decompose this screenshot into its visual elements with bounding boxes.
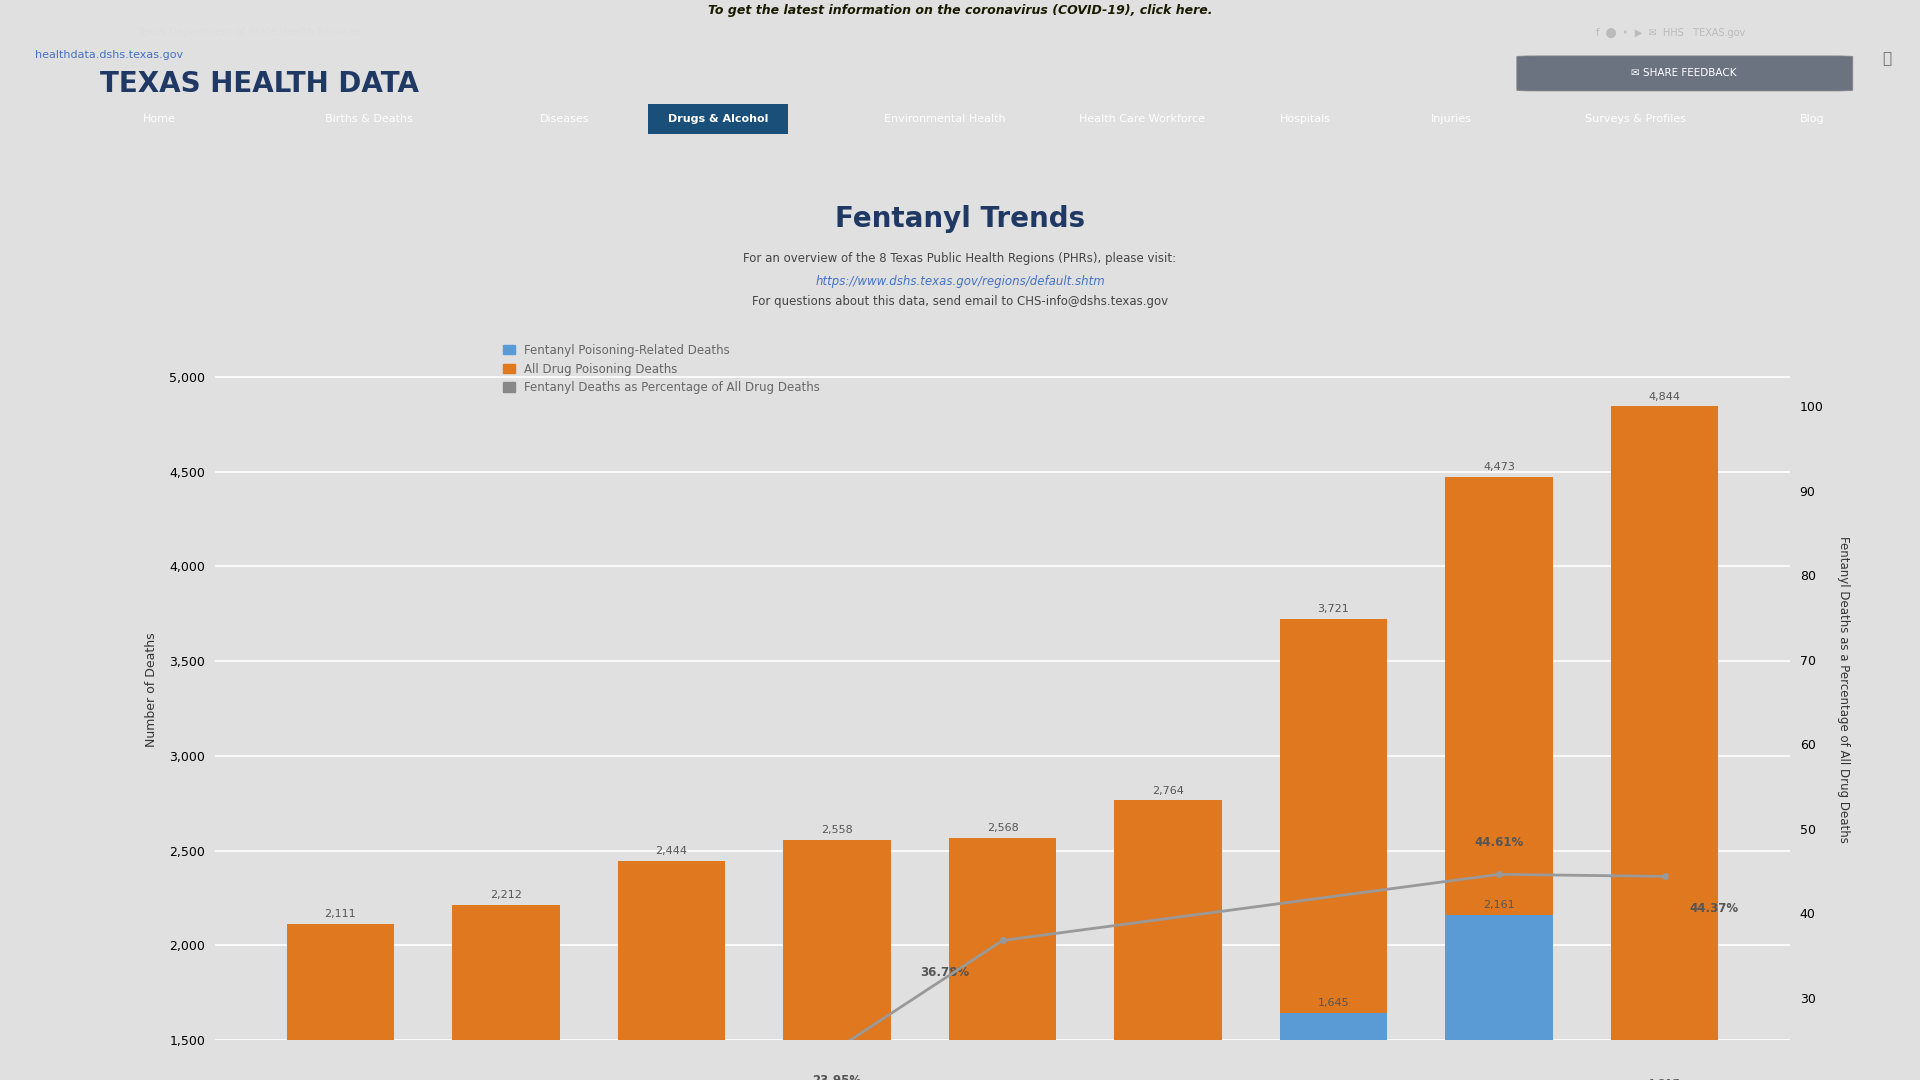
Text: 23.95%: 23.95%: [812, 1075, 862, 1080]
Text: ✉ SHARE FEEDBACK: ✉ SHARE FEEDBACK: [1632, 68, 1736, 79]
Y-axis label: Number of Deaths: Number of Deaths: [146, 632, 157, 746]
Text: Surveys & Profiles: Surveys & Profiles: [1586, 113, 1686, 124]
Text: 2,568: 2,568: [987, 823, 1018, 833]
Text: Diseases: Diseases: [540, 113, 589, 124]
Text: Texas Department of State Health Services: Texas Department of State Health Service…: [138, 27, 361, 38]
Text: Health Care Workforce: Health Care Workforce: [1079, 113, 1206, 124]
Text: 2,161: 2,161: [1484, 900, 1515, 910]
Text: For an overview of the 8 Texas Public Health Regions (PHRs), please visit:: For an overview of the 8 Texas Public He…: [743, 253, 1177, 266]
Text: 44.61%: 44.61%: [1475, 836, 1524, 849]
Text: 1,217: 1,217: [1649, 1079, 1680, 1080]
Text: Births & Deaths: Births & Deaths: [324, 113, 413, 124]
Text: Drugs & Alcohol: Drugs & Alcohol: [668, 113, 768, 124]
Text: https://www.dshs.texas.gov/regions/default.shtm: https://www.dshs.texas.gov/regions/defau…: [816, 275, 1104, 288]
Legend: Fentanyl Poisoning-Related Deaths, All Drug Poisoning Deaths, Fentanyl Deaths as: Fentanyl Poisoning-Related Deaths, All D…: [499, 339, 826, 400]
Text: f  ⬤  ‣  ▶  ✉  HHS   TEXAS.gov: f ⬤ ‣ ▶ ✉ HHS TEXAS.gov: [1596, 27, 1745, 38]
Text: 2,212: 2,212: [490, 890, 522, 901]
Bar: [1446, 915, 1553, 1080]
Text: 2,444: 2,444: [655, 847, 687, 856]
Text: 2,558: 2,558: [822, 825, 852, 835]
Bar: [618, 861, 726, 1080]
Text: healthdata.dshs.texas.gov: healthdata.dshs.texas.gov: [35, 51, 182, 60]
Text: Fentanyl Trends: Fentanyl Trends: [835, 205, 1085, 233]
Bar: [1281, 1013, 1388, 1080]
Bar: [783, 839, 891, 1080]
Text: Blog: Blog: [1801, 113, 1824, 124]
FancyBboxPatch shape: [1517, 56, 1853, 91]
Text: TEXAS HEALTH DATA: TEXAS HEALTH DATA: [100, 70, 419, 98]
Y-axis label: Fentanyl Deaths as a Percentage of All Drug Deaths: Fentanyl Deaths as a Percentage of All D…: [1837, 536, 1851, 842]
Text: ⓘ: ⓘ: [1882, 51, 1891, 66]
Bar: [1611, 406, 1718, 1080]
Text: 44.37%: 44.37%: [1690, 902, 1740, 915]
Text: To get the latest information on the coronavirus (COVID-19), click here.: To get the latest information on the cor…: [708, 4, 1212, 17]
Bar: [1281, 619, 1388, 1080]
Text: For questions about this data, send email to CHS-info@dshs.texas.gov: For questions about this data, send emai…: [753, 296, 1167, 309]
Text: Injuries: Injuries: [1430, 113, 1473, 124]
Text: 2,111: 2,111: [324, 909, 357, 919]
Bar: [948, 838, 1056, 1080]
Bar: [649, 104, 789, 134]
Bar: [286, 924, 394, 1080]
Text: 3,721: 3,721: [1317, 605, 1350, 615]
Text: 4,473: 4,473: [1482, 462, 1515, 472]
Text: 36.78%: 36.78%: [920, 966, 970, 978]
Text: 2,764: 2,764: [1152, 786, 1185, 796]
Bar: [1114, 800, 1221, 1080]
Bar: [451, 905, 561, 1080]
Text: Home: Home: [142, 113, 177, 124]
Bar: [1446, 476, 1553, 1080]
Text: 1,645: 1,645: [1317, 998, 1350, 1008]
Text: 4,844: 4,844: [1649, 392, 1680, 402]
Text: Environmental Health: Environmental Health: [883, 113, 1006, 124]
Text: Hospitals: Hospitals: [1281, 113, 1331, 124]
